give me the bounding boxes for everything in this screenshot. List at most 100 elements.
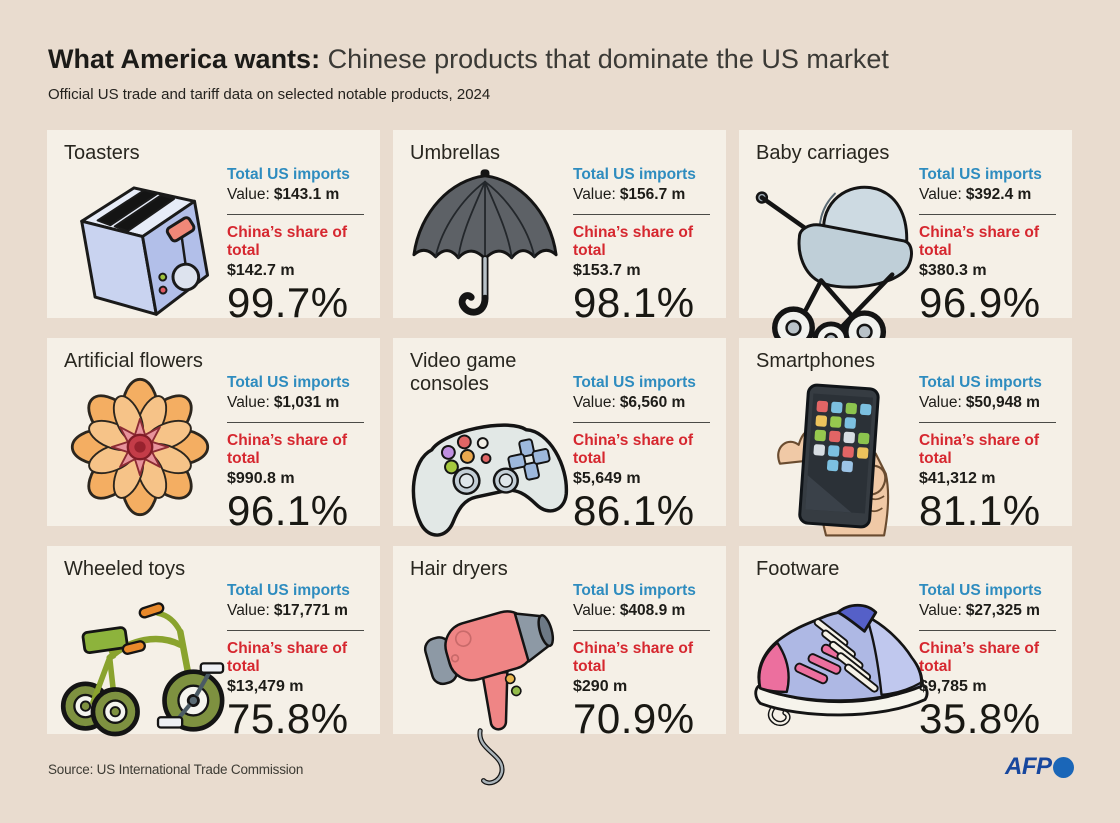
china-share-label: China’s share of total xyxy=(227,640,348,675)
china-share-label: China’s share of total xyxy=(573,224,694,259)
china-share-value: $290 m xyxy=(573,678,628,695)
china-share-percent: 81.1% xyxy=(919,487,1041,534)
imports-label: Total US imports xyxy=(227,374,350,391)
imports-label: Total US imports xyxy=(227,166,350,183)
imports-label: Total US imports xyxy=(573,582,696,599)
china-share-label: China’s share of total xyxy=(573,432,694,467)
product-name: Artificial flowers xyxy=(64,350,203,372)
stats-block: Total US imports Value: $50,948 m China’s… xyxy=(919,374,1062,532)
china-share-label: China’s share of total xyxy=(227,432,348,467)
product-name: Wheeled toys xyxy=(64,558,186,580)
product-name: Hair dryers xyxy=(410,558,508,580)
china-share-value: $153.7 m xyxy=(573,262,641,279)
china-share-percent: 70.9% xyxy=(573,695,695,742)
total-value: $1,031 m xyxy=(273,394,340,411)
total-value: $6,560 m xyxy=(619,394,686,411)
total-value-line: Value: $6,560 m xyxy=(573,394,716,412)
tricycle-icon xyxy=(55,576,225,737)
divider xyxy=(573,630,711,631)
china-share-value: $41,312 m xyxy=(919,470,996,487)
total-value-line: Value: $1,031 m xyxy=(227,394,370,412)
total-value-line: Value: $27,325 m xyxy=(919,602,1062,620)
imports-label: Total US imports xyxy=(919,582,1042,599)
total-value-line: Value: $408.9 m xyxy=(573,602,716,620)
card-umbrellas: Umbrellas xyxy=(393,130,726,324)
stats-block: Total US imports Value: $1,031 m China’s … xyxy=(227,374,370,532)
afp-logo: AFP xyxy=(1005,753,1074,781)
total-value-line: Value: $50,948 m xyxy=(919,394,1062,412)
imports-label: Total US imports xyxy=(227,582,350,599)
divider xyxy=(919,422,1057,423)
imports-label: Total US imports xyxy=(919,166,1042,183)
china-share-value: $13,479 m xyxy=(227,678,304,695)
total-value: $156.7 m xyxy=(619,186,686,203)
value-prefix: Value: xyxy=(227,602,270,619)
divider xyxy=(227,214,365,215)
afp-globe-icon xyxy=(1052,756,1074,778)
value-prefix: Value: xyxy=(227,186,270,203)
stats-block: Total US imports Value: $408.9 m China’s … xyxy=(573,582,716,740)
stats-block: Total US imports Value: $156.7 m China’s … xyxy=(573,166,716,324)
china-share-percent: 99.7% xyxy=(227,279,349,326)
china-share-value: $380.3 m xyxy=(919,262,987,279)
imports-label: Total US imports xyxy=(919,374,1042,391)
value-prefix: Value: xyxy=(919,394,962,411)
china-share-label: China’s share of total xyxy=(919,224,1040,259)
total-value: $17,771 m xyxy=(273,602,348,619)
total-value-line: Value: $17,771 m xyxy=(227,602,370,620)
china-share-label: China’s share of total xyxy=(919,432,1040,467)
product-name: Footware xyxy=(756,558,840,580)
total-value: $408.9 m xyxy=(619,602,686,619)
total-value: $27,325 m xyxy=(965,602,1040,619)
page-subtitle: Official US trade and tariff data on sel… xyxy=(48,86,491,103)
toaster-icon xyxy=(55,160,225,318)
china-share-label: China’s share of total xyxy=(573,640,694,675)
game-controller-icon xyxy=(401,368,571,537)
product-name: Toasters xyxy=(64,142,140,164)
divider xyxy=(919,214,1057,215)
value-prefix: Value: xyxy=(227,394,270,411)
card-toasters: Toasters xyxy=(47,130,380,324)
hair-dryer-icon xyxy=(401,576,571,786)
stats-block: Total US imports Value: $27,325 m China’s… xyxy=(919,582,1062,740)
card-video-game-consoles: Video game consoles xyxy=(393,338,726,537)
card-artificial-flowers: Artificial flowers xyxy=(47,338,380,532)
umbrella-icon xyxy=(401,160,571,318)
title-bold: What America wants: xyxy=(48,44,321,74)
value-prefix: Value: xyxy=(919,602,962,619)
stats-block: Total US imports Value: $392.4 m China’s … xyxy=(919,166,1062,324)
smartphone-icon xyxy=(747,368,917,537)
china-share-percent: 96.1% xyxy=(227,487,349,534)
china-share-value: $142.7 m xyxy=(227,262,295,279)
value-prefix: Value: xyxy=(573,186,616,203)
value-prefix: Value: xyxy=(573,602,616,619)
product-name: Umbrellas xyxy=(410,142,501,164)
product-name: Baby carriages xyxy=(756,142,890,164)
china-share-percent: 98.1% xyxy=(573,279,695,326)
divider xyxy=(573,214,711,215)
total-value-line: Value: $392.4 m xyxy=(919,186,1062,204)
china-share-percent: 75.8% xyxy=(227,695,349,742)
product-name: Smartphones xyxy=(756,350,875,372)
sneaker-icon xyxy=(747,576,929,734)
stats-block: Total US imports Value: $6,560 m China’s … xyxy=(573,374,716,532)
total-value: $392.4 m xyxy=(965,186,1032,203)
value-prefix: Value: xyxy=(919,186,962,203)
china-share-percent: 35.8% xyxy=(919,695,1041,742)
cards-grid: Toasters xyxy=(47,130,1073,786)
page-title: What America wants: Chinese products tha… xyxy=(48,44,889,75)
imports-label: Total US imports xyxy=(573,374,696,391)
divider xyxy=(573,422,711,423)
divider xyxy=(919,630,1057,631)
china-share-percent: 86.1% xyxy=(573,487,695,534)
china-share-percent: 96.9% xyxy=(919,279,1041,326)
stats-block: Total US imports Value: $143.1 m China’s … xyxy=(227,166,370,324)
total-value-line: Value: $156.7 m xyxy=(573,186,716,204)
source-note: Source: US International Trade Commissio… xyxy=(48,762,304,777)
imports-label: Total US imports xyxy=(573,166,696,183)
china-share-value: $990.8 m xyxy=(227,470,295,487)
china-share-label: China’s share of total xyxy=(227,224,348,259)
card-footware: Footware xyxy=(739,546,1072,740)
total-value: $50,948 m xyxy=(965,394,1040,411)
